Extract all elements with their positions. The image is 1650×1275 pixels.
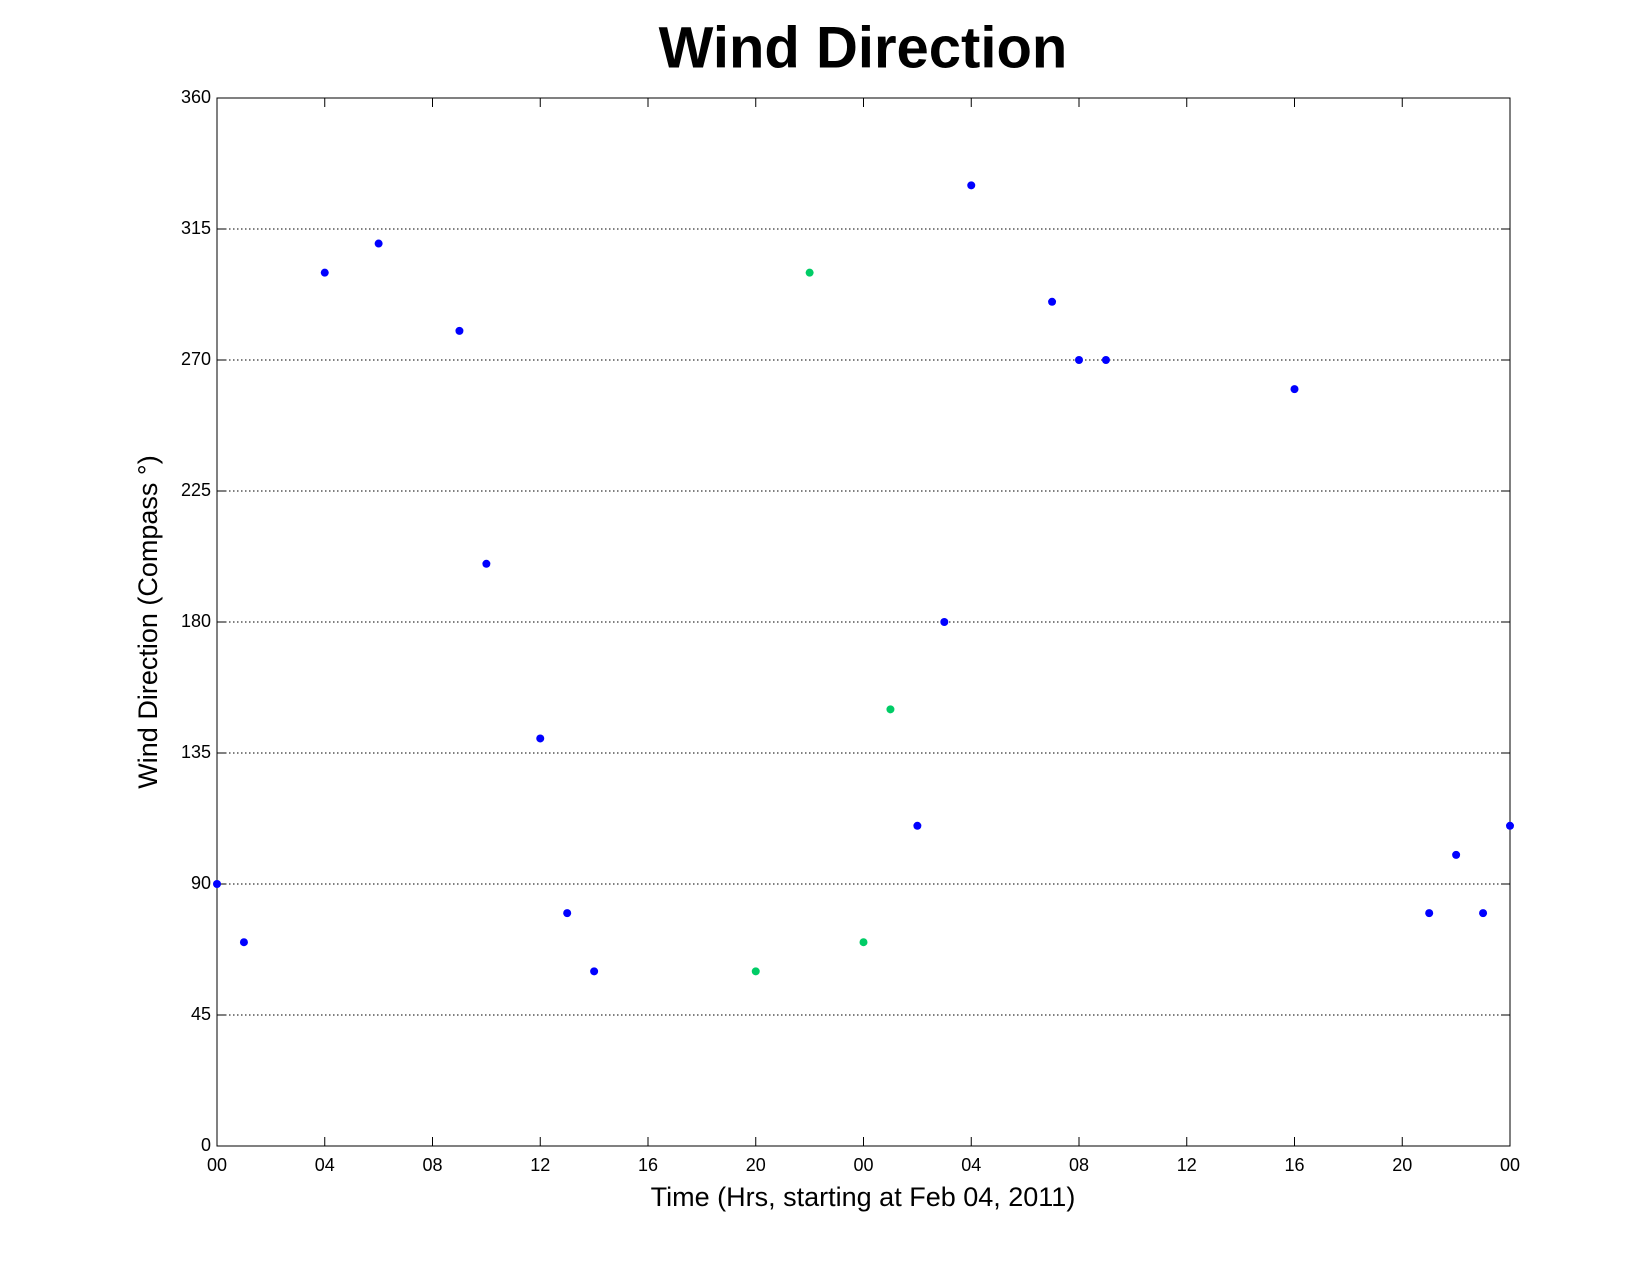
point	[563, 909, 572, 918]
x-tick-label: 12	[530, 1155, 550, 1175]
point	[374, 239, 383, 248]
x-tick-label: 04	[961, 1155, 981, 1175]
x-tick-label: 00	[853, 1155, 873, 1175]
point	[1048, 297, 1057, 306]
x-axis-label: Time (Hrs, starting at Feb 04, 2011)	[651, 1182, 1076, 1212]
y-tick-label: 180	[181, 611, 211, 631]
y-tick-label: 45	[191, 1004, 211, 1024]
point	[913, 821, 922, 830]
y-axis-label: Wind Direction (Compass °)	[133, 455, 163, 788]
point	[859, 938, 868, 947]
x-tick-label: 20	[746, 1155, 766, 1175]
x-tick-label: 08	[422, 1155, 442, 1175]
point	[1290, 385, 1299, 394]
point	[239, 938, 248, 947]
y-tick-label: 360	[181, 87, 211, 107]
point	[455, 326, 464, 335]
y-tick-label: 315	[181, 218, 211, 238]
point	[805, 268, 814, 277]
plot-frame	[216, 97, 1511, 1147]
point	[751, 967, 760, 976]
y-tick-label: 225	[181, 480, 211, 500]
chart-title: Wind Direction	[659, 15, 1068, 80]
x-tick-label: 04	[315, 1155, 335, 1175]
y-tick-label: 270	[181, 349, 211, 369]
point	[590, 967, 599, 976]
x-tick-label: 20	[1392, 1155, 1412, 1175]
y-tick-label: 0	[201, 1135, 211, 1155]
x-tick-label: 16	[638, 1155, 658, 1175]
x-tick-label: 12	[1177, 1155, 1197, 1175]
point	[967, 181, 976, 190]
x-tick-label: 16	[1284, 1155, 1304, 1175]
point	[1101, 356, 1110, 364]
y-tick-label: 90	[191, 873, 211, 893]
point	[482, 559, 491, 568]
point	[320, 268, 329, 277]
y-tick-label: 135	[181, 742, 211, 762]
point	[1425, 909, 1434, 918]
point	[886, 705, 895, 714]
point	[213, 880, 221, 888]
x-tick-label: 00	[1500, 1155, 1520, 1175]
point	[940, 618, 949, 626]
point	[1479, 909, 1488, 918]
x-tick-label: 00	[207, 1155, 227, 1175]
point	[1075, 356, 1083, 364]
point	[536, 734, 545, 743]
point	[1506, 821, 1514, 830]
point	[1452, 850, 1461, 859]
x-tick-label: 08	[1069, 1155, 1089, 1175]
